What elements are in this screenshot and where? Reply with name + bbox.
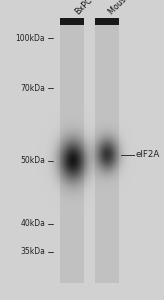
Text: Mouse liver: Mouse liver (107, 0, 146, 16)
Text: 40kDa: 40kDa (20, 219, 45, 228)
Text: 35kDa: 35kDa (20, 248, 45, 256)
Text: 70kDa: 70kDa (20, 84, 45, 93)
Text: 50kDa: 50kDa (20, 156, 45, 165)
Text: BxPC-3: BxPC-3 (73, 0, 100, 16)
Text: eIF2A: eIF2A (135, 150, 160, 159)
Text: 100kDa: 100kDa (15, 34, 45, 43)
